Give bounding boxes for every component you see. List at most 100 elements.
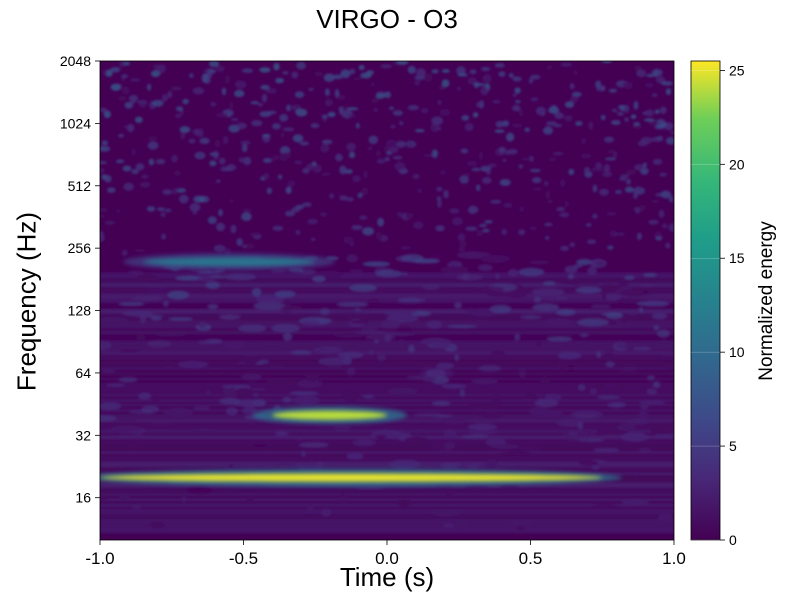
noise-speckle: [199, 137, 210, 145]
noise-speckle: [533, 296, 541, 303]
noise-speckle: [603, 163, 611, 173]
noise-band: [100, 497, 674, 502]
noise-speckle: [420, 107, 429, 114]
noise-speckle: [395, 325, 413, 335]
noise-speckle: [596, 350, 602, 359]
noise-speckle: [151, 394, 160, 403]
noise-speckle: [134, 116, 143, 123]
noise-speckle: [207, 216, 217, 225]
noise-speckle: [287, 425, 310, 429]
noise-speckle: [481, 176, 492, 184]
noise-speckle: [220, 166, 233, 172]
noise-speckle: [281, 308, 292, 314]
x-tick-label: 0.5: [519, 549, 543, 568]
noise-band: [100, 487, 674, 493]
y-tick-label: 128: [68, 303, 92, 319]
noise-speckle: [407, 65, 416, 74]
noise-speckle: [296, 434, 302, 442]
noise-band: [100, 508, 674, 514]
noise-speckle: [611, 108, 618, 113]
noise-speckle: [578, 211, 586, 217]
noise-speckle: [279, 113, 289, 122]
noise-speckle: [281, 305, 302, 310]
noise-speckle: [501, 451, 531, 457]
noise-speckle: [480, 165, 492, 172]
noise-speckle: [141, 174, 150, 179]
noise-speckle: [255, 294, 285, 304]
noise-speckle: [388, 459, 421, 469]
noise-speckle: [313, 346, 342, 354]
noise-speckle: [375, 149, 381, 157]
noise-speckle: [394, 161, 406, 171]
noise-speckle: [652, 381, 661, 388]
noise-speckle: [104, 221, 116, 225]
noise-speckle: [396, 140, 406, 148]
noise-speckle: [289, 391, 319, 396]
noise-speckle: [439, 108, 451, 117]
noise-speckle: [229, 101, 234, 110]
noise-speckle: [622, 81, 633, 90]
noise-speckle: [324, 98, 334, 107]
noise-speckle: [349, 68, 356, 75]
noise-speckle: [355, 122, 360, 129]
noise-speckle: [282, 396, 292, 403]
noise-band: [100, 524, 674, 531]
noise-speckle: [193, 195, 205, 203]
noise-speckle: [636, 69, 647, 78]
noise-speckle: [351, 225, 363, 230]
noise-speckle: [650, 426, 674, 435]
noise-speckle: [616, 423, 636, 432]
noise-speckle: [362, 261, 391, 267]
noise-speckle: [189, 428, 216, 432]
noise-speckle: [283, 152, 292, 160]
noise-speckle: [164, 208, 172, 213]
noise-speckle: [100, 316, 128, 323]
noise-speckle: [495, 273, 500, 280]
noise-speckle: [625, 169, 637, 176]
noise-speckle: [100, 295, 130, 301]
noise-speckle: [236, 237, 243, 247]
noise-speckle: [340, 333, 355, 337]
noise-speckle: [274, 290, 296, 298]
noise-speckle: [352, 175, 361, 183]
noise-speckle: [564, 101, 575, 108]
noise-speckle: [221, 87, 227, 96]
noise-speckle: [327, 111, 336, 118]
noise-speckle: [362, 226, 374, 236]
noise-speckle: [607, 402, 627, 408]
noise-speckle: [274, 462, 297, 468]
noise-speckle: [651, 136, 664, 142]
noise-band: [100, 361, 674, 366]
noise-band: [100, 466, 674, 471]
noise-speckle: [334, 311, 364, 315]
noise-speckle: [652, 158, 663, 165]
y-tick-label: 16: [75, 490, 91, 506]
noise-speckle: [294, 160, 303, 164]
noise-speckle: [432, 413, 454, 418]
noise-speckle: [543, 180, 549, 187]
noise-speckle: [334, 89, 340, 98]
noise-speckle: [605, 361, 615, 367]
noise-speckle: [624, 275, 635, 280]
noise-speckle: [205, 281, 221, 289]
noise-speckle: [615, 298, 647, 304]
noise-speckle: [355, 329, 387, 335]
noise-speckle: [383, 309, 398, 315]
noise-speckle: [545, 235, 550, 240]
noise-speckle: [624, 186, 634, 193]
noise-speckle: [289, 104, 297, 110]
colorbar-tick-label: 20: [729, 156, 745, 172]
noise-speckle: [569, 83, 575, 90]
noise-speckle: [246, 496, 254, 502]
noise-speckle: [467, 423, 498, 431]
noise-speckle: [579, 333, 589, 338]
noise-speckle: [591, 213, 598, 219]
noise-band: [100, 330, 674, 335]
noise-speckle: [167, 290, 189, 300]
noise-speckle: [238, 157, 245, 163]
noise-speckle: [189, 73, 194, 78]
noise-speckle: [457, 233, 466, 242]
noise-speckle: [437, 199, 442, 209]
noise-speckle: [305, 372, 319, 382]
